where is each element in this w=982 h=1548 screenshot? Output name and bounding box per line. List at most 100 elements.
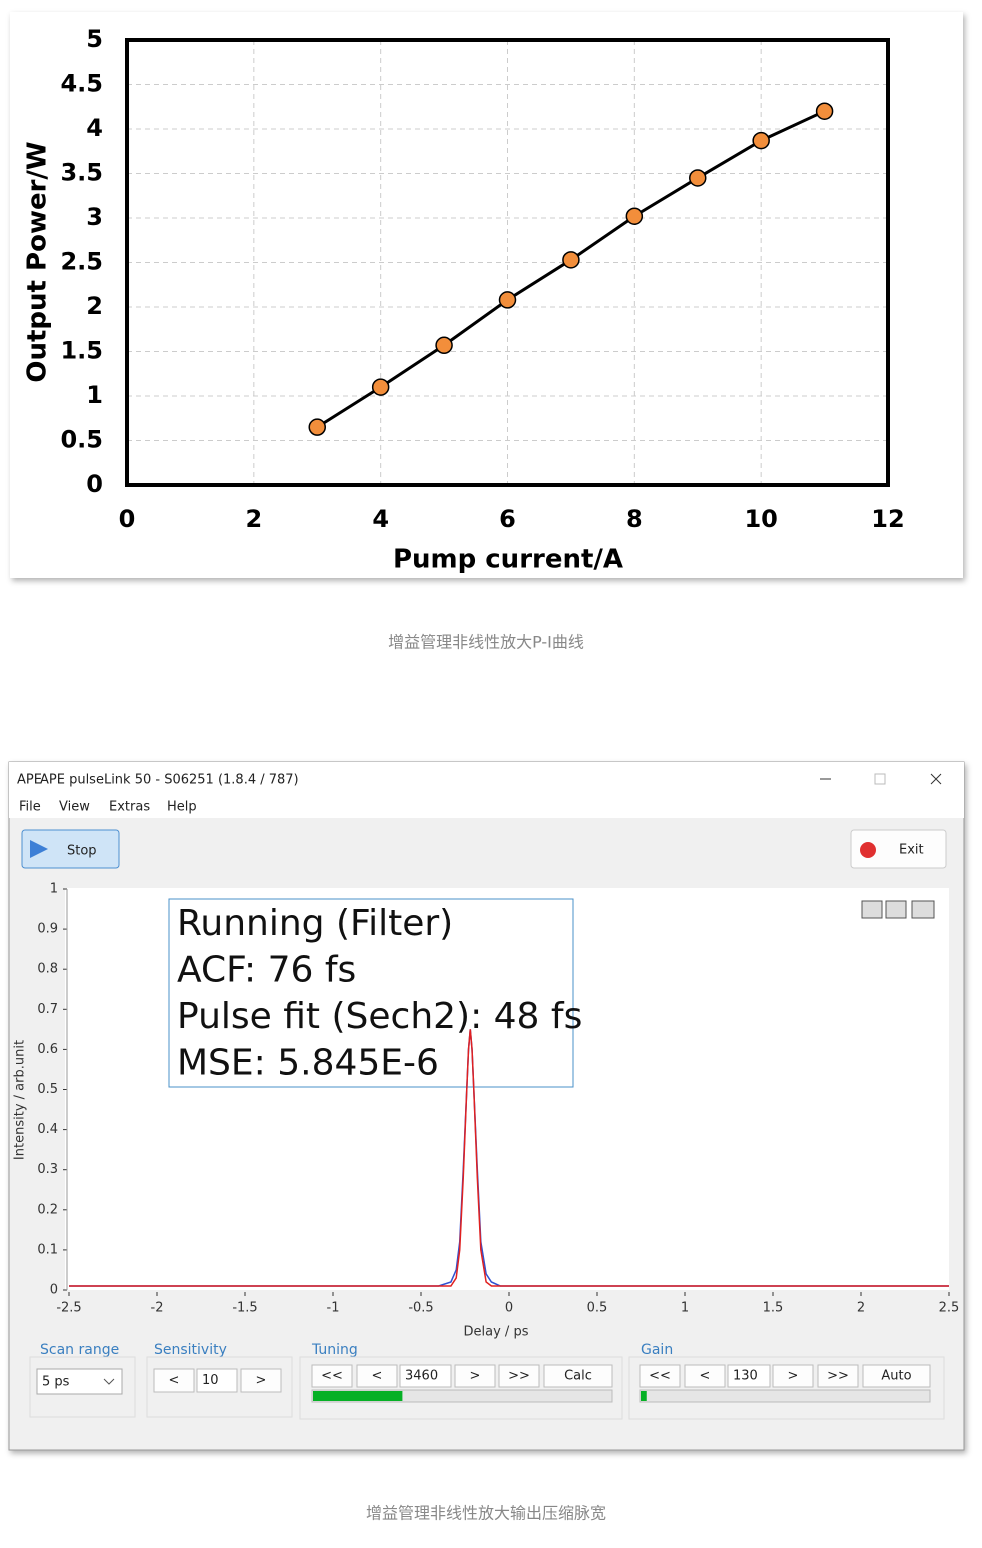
button[interactable] xyxy=(153,1368,195,1393)
y-axis-title: Intensity / arb.unit xyxy=(13,1040,28,1160)
value-field[interactable] xyxy=(727,1364,771,1388)
menu-item[interactable]: View xyxy=(59,800,90,815)
x-tick-label: 10 xyxy=(744,505,777,533)
button[interactable] xyxy=(684,1364,726,1388)
y-tick-label: 0.7 xyxy=(37,1002,58,1017)
button[interactable] xyxy=(311,1364,353,1388)
button[interactable] xyxy=(862,1364,931,1388)
group-box xyxy=(628,1356,945,1420)
button[interactable] xyxy=(454,1364,496,1388)
button[interactable] xyxy=(817,1364,859,1388)
y-tick-label: 1 xyxy=(50,882,58,897)
button[interactable] xyxy=(240,1368,282,1393)
point xyxy=(752,131,770,150)
button-label: << xyxy=(321,1369,343,1384)
x-tick-label: 0.5 xyxy=(587,1301,608,1316)
x-tick-label: 6 xyxy=(499,505,516,533)
y-tick-label: 0 xyxy=(86,470,103,498)
button[interactable] xyxy=(498,1364,540,1388)
stop-button[interactable] xyxy=(21,829,120,869)
menu-bar xyxy=(9,796,964,818)
x-tick-label: -2 xyxy=(151,1301,164,1316)
group-label: Gain xyxy=(641,1342,673,1358)
group-label: Tuning xyxy=(311,1342,358,1358)
y-tick-label: 0.3 xyxy=(37,1162,58,1177)
caption: 增益管理非线性放大输出压缩脉宽 xyxy=(366,1504,606,1523)
y-tick-label: 0.9 xyxy=(37,922,58,937)
point xyxy=(308,418,326,436)
button-label: >> xyxy=(508,1369,530,1384)
x-tick-label: -1.5 xyxy=(232,1301,257,1316)
chart-panel xyxy=(10,12,963,578)
menu-item[interactable]: Help xyxy=(167,800,197,815)
point xyxy=(371,378,390,396)
point xyxy=(689,169,707,187)
y-tick-label: 5 xyxy=(86,25,103,53)
x-tick-label: 2 xyxy=(245,505,262,533)
scan-range-value: 5 ps xyxy=(42,1375,70,1390)
annotation-line: ACF: 76 fs xyxy=(177,950,356,991)
point xyxy=(625,207,644,225)
annotation-line: MSE: 5.845E-6 xyxy=(177,1043,439,1084)
scan-range-select[interactable] xyxy=(36,1368,123,1395)
group-box xyxy=(146,1356,293,1418)
y-tick-label: 0.6 xyxy=(37,1042,58,1057)
x-axis-title: Pump current/A xyxy=(393,545,623,575)
button[interactable] xyxy=(639,1364,681,1388)
group-label: Scan range xyxy=(40,1342,119,1358)
button-label: > xyxy=(470,1369,481,1384)
y-tick-label: 0.8 xyxy=(37,962,58,977)
group-box xyxy=(299,1356,623,1420)
y-tick-label: 0.5 xyxy=(37,1082,58,1097)
x-tick-label: 4 xyxy=(372,505,389,533)
button-label: << xyxy=(649,1369,671,1384)
button-label: < xyxy=(372,1369,383,1384)
x-axis-title: Delay / ps xyxy=(464,1325,529,1340)
y-tick-label: 2 xyxy=(86,292,103,320)
series-line xyxy=(69,1029,949,1287)
menu-item[interactable]: Extras xyxy=(109,800,150,815)
y-tick-label: 3.5 xyxy=(60,159,103,187)
progress-fill xyxy=(641,1391,647,1401)
button-label: > xyxy=(256,1373,267,1388)
button-label: < xyxy=(169,1373,180,1388)
y-tick-label: 4 xyxy=(86,114,103,142)
x-tick-label: 8 xyxy=(626,505,643,533)
y-tick-label: 0.2 xyxy=(37,1202,58,1217)
group-label: Sensitivity xyxy=(154,1342,227,1358)
menu-item[interactable]: File xyxy=(19,800,41,815)
x-tick-label: -2.5 xyxy=(56,1301,81,1316)
button[interactable] xyxy=(543,1364,613,1388)
button[interactable] xyxy=(772,1364,814,1388)
progress-fill xyxy=(313,1391,403,1401)
y-axis-title: Output Power/W xyxy=(23,141,53,382)
button-label: < xyxy=(700,1369,711,1384)
y-tick-label: 2.5 xyxy=(60,248,103,276)
point xyxy=(815,102,834,120)
y-tick-label: 0 xyxy=(50,1283,58,1298)
stop-icon xyxy=(30,840,48,858)
exit-label: Exit xyxy=(899,843,924,858)
y-tick-label: 4.5 xyxy=(60,70,103,98)
x-tick-label: 1 xyxy=(681,1301,689,1316)
close[interactable] xyxy=(930,773,942,785)
maximize[interactable] xyxy=(874,773,886,785)
annotation-line: Pulse fit (Sech2): 48 fs xyxy=(177,996,582,1037)
value-field[interactable] xyxy=(196,1368,238,1393)
field-value: 3460 xyxy=(405,1369,438,1384)
exit-button[interactable] xyxy=(850,829,947,869)
y-tick-label: 1.5 xyxy=(60,337,103,365)
plot-tools[interactable] xyxy=(861,900,935,919)
exit-icon xyxy=(860,842,876,858)
x-tick-label: 2.5 xyxy=(939,1301,960,1316)
stop-label: Stop xyxy=(67,844,97,859)
value-field[interactable] xyxy=(399,1364,452,1388)
x-tick-label: 1.5 xyxy=(763,1301,784,1316)
y-tick-label: 0.5 xyxy=(60,426,103,454)
app-logo: APE xyxy=(17,773,42,788)
point xyxy=(562,251,580,269)
dropdown-arrow xyxy=(103,1378,115,1385)
button-label: > xyxy=(788,1369,799,1384)
button[interactable] xyxy=(356,1364,398,1388)
